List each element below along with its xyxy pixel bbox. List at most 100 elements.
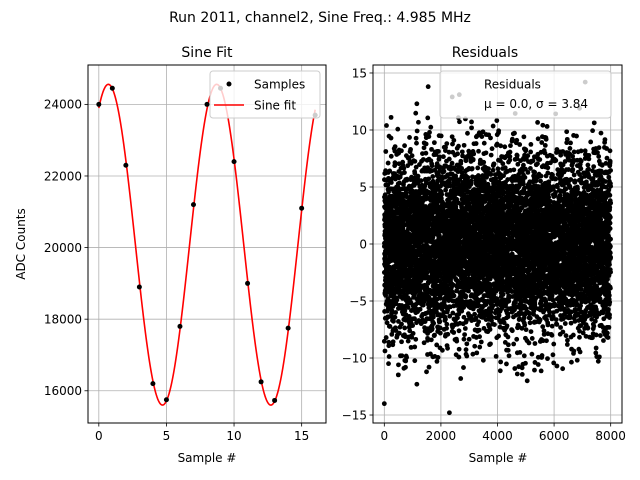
residual-point [405,338,411,344]
residual-point [519,371,525,377]
residual-point [408,344,414,350]
residual-point [418,178,424,184]
residual-point [488,172,494,177]
residual-point [476,327,482,333]
residual-point [496,312,502,318]
residual-point [459,295,464,300]
residual-point [514,336,520,342]
residual-point [399,148,404,154]
residual-point [405,163,411,169]
sample-point [109,85,115,91]
residual-point [402,170,407,175]
residual-point [407,135,412,140]
residual-point [500,291,506,297]
residual-point [463,294,469,300]
residuals-points-layer [381,79,614,416]
residual-point [456,354,462,360]
residual-point [496,128,502,134]
sine-fit-x-tick-label: 15 [294,429,309,443]
sample-point [96,101,102,107]
residual-point [384,123,389,128]
residual-point [457,119,462,125]
residual-point [481,159,487,165]
residual-point [505,342,511,348]
residual-point [507,149,513,155]
residual-point [497,368,503,374]
residual-point [474,350,480,356]
residual-point [490,123,496,129]
residual-point [404,176,410,182]
sine-fit-y-tick-label: 22000 [44,169,82,183]
sample-point [136,284,142,290]
residual-point [412,316,417,322]
residuals-title: Residuals [452,45,518,61]
residual-point [507,154,513,159]
residual-point [417,306,423,312]
residual-point [392,314,398,320]
residual-point [517,350,523,355]
residual-point [435,354,441,360]
residual-point [388,180,394,185]
sine-fit-legend: Samples Sine fit [209,70,321,119]
residual-point [493,353,499,359]
residual-point [432,258,437,264]
residual-point [439,192,445,197]
residual-point [410,331,416,336]
residual-point [453,204,459,210]
sample-point [258,379,264,385]
sample-point [177,323,183,329]
residual-point [465,175,471,180]
residual-point [437,319,443,325]
residual-point [390,339,396,345]
residual-point [409,153,415,159]
sample-point [123,162,129,168]
residual-point [458,158,464,164]
residual-point [403,364,408,370]
residual-point [385,160,391,166]
residual-point [505,347,511,353]
residual-point [489,146,495,152]
residual-point [462,326,468,331]
residual-point [490,167,496,173]
residual-point [425,337,431,343]
residual-point [424,369,429,375]
residual-point [471,151,477,157]
residual-point [426,176,432,182]
sample-point [163,397,169,403]
residual-point [399,321,404,327]
residual-point [385,314,391,320]
residual-point [441,168,447,174]
residual-point [385,198,390,204]
residual-point [388,135,394,141]
residual-point [508,143,513,149]
residual-point [488,135,493,141]
residual-point [504,323,510,329]
residual-point [386,354,392,359]
sine-fit-y-tick-label: 18000 [44,312,82,326]
residual-point [395,184,401,190]
residual-point [395,372,401,378]
residual-point [392,144,398,150]
residual-point [407,328,413,334]
residual-point [420,157,426,162]
residual-point [386,343,392,349]
residual-point [383,335,389,340]
residual-point [466,336,472,342]
residual-point [383,149,389,154]
residual-point [434,359,440,364]
residual-point [469,125,474,131]
residual-point [477,334,482,340]
residual-point [391,318,396,324]
residual-point [511,341,517,347]
residual-point [412,158,418,164]
residual-point [488,152,494,158]
residual-point [416,119,421,125]
residual-point [393,161,398,166]
residual-point [437,164,443,170]
residual-point [431,140,437,146]
residual-point [486,166,491,172]
residual-point [423,150,429,156]
legend-sine-fit-label: Sine fit [254,99,296,113]
residual-point [428,124,434,130]
